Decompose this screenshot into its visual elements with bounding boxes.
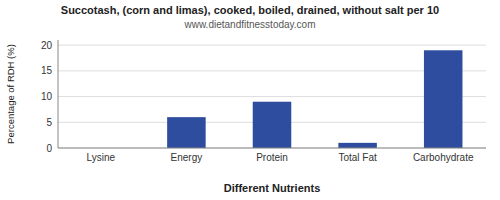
bar [424,50,463,148]
y-tick-label: 10 [41,91,53,102]
x-tick-label: Lysine [87,152,116,163]
grid-line [58,148,486,149]
bar [167,117,206,148]
y-tick-label: 15 [41,65,53,76]
y-axis-label: Percentage of RDH (%) [5,44,16,144]
y-axis-line [58,40,59,148]
grid-line [58,45,486,46]
bars [167,50,462,148]
bar [253,102,292,148]
y-tick-label: 0 [46,143,52,154]
background [0,0,500,200]
subtitle: www.dietandfitnesstoday.com [184,19,316,30]
y-axis: 0 5 10 15 20 [41,40,53,154]
x-axis: Lysine Energy Protein Total Fat Carbohydrate [87,152,474,163]
grid-line [58,96,486,97]
y-tick-label: 20 [41,40,53,51]
x-tick-label: Total Fat [338,152,377,163]
grid [58,45,486,148]
bar [338,143,377,148]
x-axis-label: Different Nutrients [224,182,321,194]
x-tick-label: Energy [171,152,203,163]
y-tick-label: 5 [46,117,52,128]
x-tick-label: Carbohydrate [413,152,474,163]
chart-container: Succotash, (corn and limas), cooked, boi… [0,0,500,200]
x-axis-line [58,148,486,149]
title: Succotash, (corn and limas), cooked, boi… [61,4,439,16]
grid-line [58,70,486,71]
x-tick-label: Protein [256,152,288,163]
chart-svg: Succotash, (corn and limas), cooked, boi… [0,0,500,200]
